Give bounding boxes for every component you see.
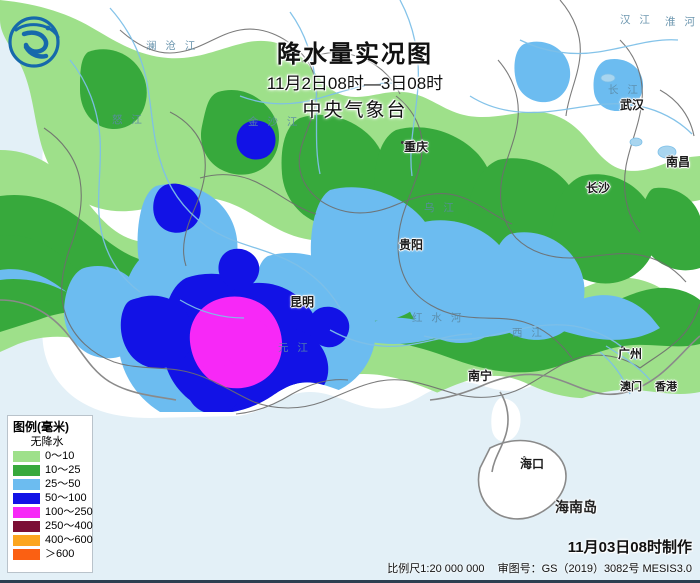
legend-swatch — [13, 506, 40, 518]
city-dot — [588, 181, 591, 184]
legend-swatch — [13, 478, 40, 490]
legend-swatch — [13, 450, 40, 462]
legend-item: 250～400 — [13, 519, 93, 533]
region-label-hainan-island: 海南岛 — [555, 499, 597, 515]
city-dot — [401, 141, 404, 144]
precip-bands — [0, 0, 700, 412]
legend-label: 0～10 — [45, 449, 75, 462]
river-label-yuanjiang: 元 江 — [278, 342, 311, 354]
city-dot — [293, 295, 296, 298]
river-label-hanjiang: 汉 江 — [620, 14, 653, 26]
legend-label: 25～50 — [45, 477, 81, 490]
legend-label: 10～25 — [45, 463, 81, 476]
legend-swatch — [13, 548, 40, 560]
river-label-huaihe: 淮 河 — [665, 16, 698, 28]
legend-title: 图例(毫米) — [13, 420, 69, 434]
city-label-hongkong: 香港 — [655, 381, 677, 393]
river-label-jinshajiang: 金 沙 江 — [248, 116, 301, 128]
city-label-macau: 澳门 — [620, 381, 642, 393]
legend-swatch — [13, 534, 40, 546]
legend-label: 400～600 — [45, 533, 93, 546]
province-borders — [43, 0, 700, 415]
city-label-kunming: 昆明 — [290, 295, 315, 309]
legend-no-precip-label: 无降水 — [30, 436, 64, 448]
river-label-hongshuihe: 红 水 河 — [412, 312, 465, 324]
city-label-nanchang: 南昌 — [666, 155, 691, 169]
legend-label: 100～250 — [45, 505, 93, 518]
river-label-changjiang: 长 江 — [608, 84, 641, 96]
legend-swatch — [13, 492, 40, 504]
city-label-nanning: 南宁 — [468, 369, 493, 383]
legend-item: 50～100 — [13, 491, 87, 505]
rivers — [69, 0, 693, 395]
legend-label: 50～100 — [45, 491, 87, 504]
review-no-text: 审图号：GS（2019）3082号 MESIS3.0 — [497, 563, 692, 575]
city-dot — [402, 238, 405, 241]
cma-dragon-logo-icon — [8, 16, 60, 68]
legend-item: 100～250 — [13, 505, 93, 519]
city-dot — [623, 98, 626, 101]
city-label-chongqing: 重庆 — [404, 140, 429, 154]
hainan-island — [478, 440, 566, 519]
city-label-wuhan: 武汉 — [620, 98, 645, 112]
coastline — [0, 299, 700, 520]
city-dot — [471, 369, 474, 372]
river-label-xijiang: 西 江 — [512, 327, 545, 339]
legend-swatch — [13, 520, 40, 532]
legend-item: 400～600 — [13, 533, 93, 547]
legend-item: 10～25 — [13, 463, 87, 477]
river-label-wujiang: 乌 江 — [424, 202, 457, 214]
cma-logo — [6, 14, 62, 70]
band-100-250 — [189, 296, 283, 389]
city-dot — [668, 155, 671, 158]
made-time-label: 11月03日08时制作 — [567, 539, 692, 556]
scale-text: 比例尺1:20 000 000 — [387, 563, 485, 575]
legend-item: 25～50 — [13, 477, 87, 491]
legend-swatch — [13, 464, 40, 476]
city-label-guangzhou: 广州 — [618, 347, 643, 361]
city-dot — [523, 456, 526, 459]
river-label-lancangjiang: 澜 沧 江 — [146, 40, 199, 52]
river-label-nujiang: 怒 江 — [112, 114, 145, 126]
legend-label: ＞600 — [45, 547, 75, 560]
legend-item: 0～10 — [13, 449, 87, 463]
city-label-haikou: 海口 — [520, 457, 545, 471]
scale-and-review-line: 比例尺1:20 000 000 审图号：GS（2019）3082号 MESIS3… — [377, 560, 692, 576]
legend-label: 250～400 — [45, 519, 93, 532]
city-label-changsha: 长沙 — [586, 181, 611, 195]
city-dot — [621, 346, 624, 349]
lakes — [600, 73, 677, 159]
city-label-guiyang: 贵阳 — [399, 238, 424, 252]
legend-panel: 图例(毫米) 无降水 0～10 10～25 25～50 50～100 100～2… — [7, 415, 93, 573]
legend-item: ＞600 — [13, 547, 87, 561]
